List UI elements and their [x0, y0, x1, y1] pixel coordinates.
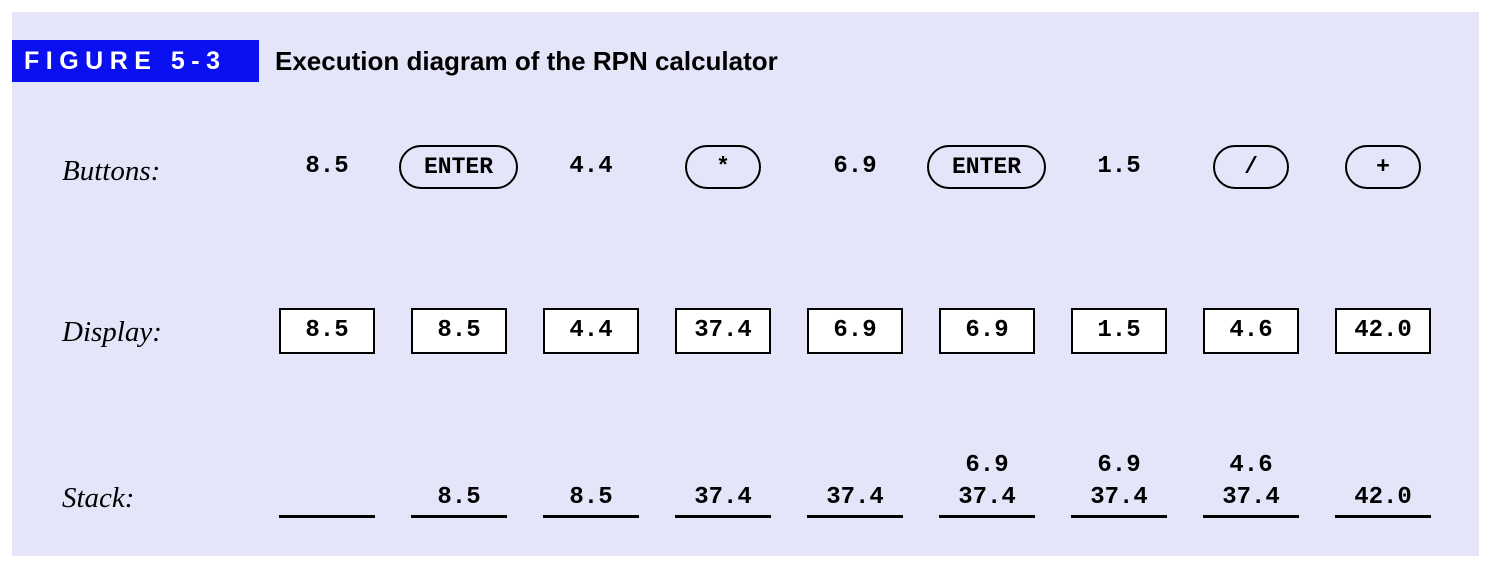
stack-column: 37.4	[807, 442, 903, 518]
stack-lower-value	[279, 484, 375, 512]
button-step-3: 4.4	[569, 153, 613, 180]
button-step-7: 1.5	[1097, 153, 1141, 180]
stack-upper-value	[411, 452, 507, 480]
stack-upper-value	[675, 452, 771, 480]
figure-panel: FIGURE 5-3 Execution diagram of the RPN …	[12, 12, 1479, 556]
figure-title: Execution diagram of the RPN calculator	[275, 46, 778, 76]
stack-lower-value: 37.4	[826, 484, 884, 511]
display-box: 4.6	[1203, 308, 1299, 354]
stack-lower-value: 37.4	[958, 484, 1016, 511]
stack-upper-value	[1335, 452, 1431, 480]
stack-upper-value	[279, 452, 375, 480]
stack-lower-value: 37.4	[1222, 484, 1280, 511]
buttons-row-label: Buttons:	[62, 155, 161, 187]
stack-column: 42.0	[1335, 442, 1431, 518]
stack-lower-value: 8.5	[569, 484, 613, 511]
stack-lower-value: 37.4	[1090, 484, 1148, 511]
divide-key-button[interactable]: /	[1213, 145, 1289, 189]
stack-column	[279, 442, 375, 518]
stack-column: 4.6 37.4	[1203, 442, 1299, 518]
stack-lower-value: 37.4	[694, 484, 752, 511]
button-step-5: 6.9	[833, 153, 877, 180]
stack-column: 8.5	[543, 442, 639, 518]
add-key-button[interactable]: +	[1345, 145, 1421, 189]
stack-column: 37.4	[675, 442, 771, 518]
figure-tag: FIGURE 5-3	[12, 40, 259, 82]
display-row-label: Display:	[62, 316, 162, 348]
stack-base-line	[1071, 515, 1167, 518]
display-box: 1.5	[1071, 308, 1167, 354]
stack-lower-value: 42.0	[1354, 484, 1412, 511]
display-box: 4.4	[543, 308, 639, 354]
stack-upper-value: 6.9	[1097, 452, 1141, 479]
button-step-1: 8.5	[305, 153, 349, 180]
stack-column: 6.9 37.4	[1071, 442, 1167, 518]
display-box: 6.9	[939, 308, 1035, 354]
stack-base-line	[411, 515, 507, 518]
stack-upper-value	[543, 452, 639, 480]
display-box: 42.0	[1335, 308, 1431, 354]
stack-base-line	[807, 515, 903, 518]
stack-base-line	[939, 515, 1035, 518]
stack-lower-value: 8.5	[437, 484, 481, 511]
stack-upper-value: 6.9	[965, 452, 1009, 479]
enter-key-button[interactable]: ENTER	[399, 145, 518, 189]
stack-row-label: Stack:	[62, 482, 135, 514]
stack-base-line	[675, 515, 771, 518]
stack-upper-value: 4.6	[1229, 452, 1273, 479]
stack-column: 6.9 37.4	[939, 442, 1035, 518]
stack-column: 8.5	[411, 442, 507, 518]
stack-base-line	[1203, 515, 1299, 518]
display-box: 6.9	[807, 308, 903, 354]
display-box: 37.4	[675, 308, 771, 354]
stack-upper-value	[807, 452, 903, 480]
stack-base-line	[543, 515, 639, 518]
display-box: 8.5	[411, 308, 507, 354]
enter-key-button-2[interactable]: ENTER	[927, 145, 1046, 189]
display-box: 8.5	[279, 308, 375, 354]
stack-base-line	[279, 515, 375, 518]
multiply-key-button[interactable]: *	[685, 145, 761, 189]
stack-base-line	[1335, 515, 1431, 518]
